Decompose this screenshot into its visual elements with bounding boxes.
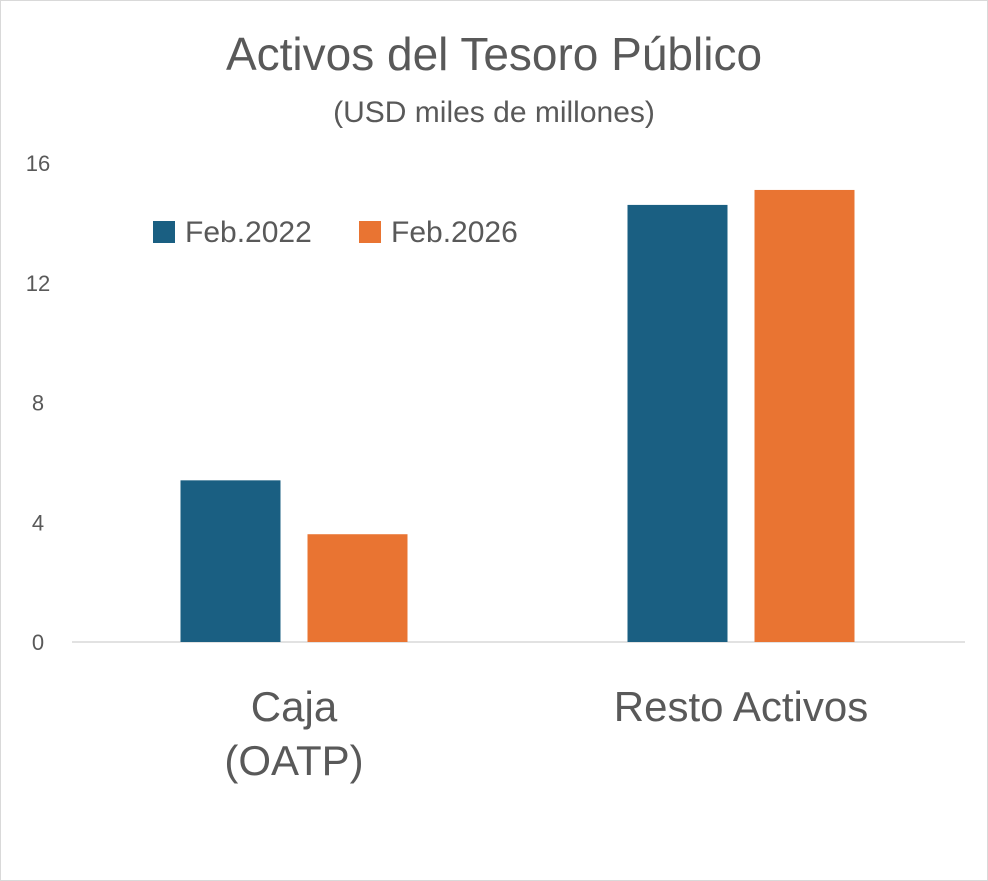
y-tick-label: 16 bbox=[26, 151, 50, 176]
bar-feb-2026-0 bbox=[307, 534, 408, 642]
legend-label: Feb.2026 bbox=[391, 216, 518, 249]
legend: Feb.2022 Feb.2026 bbox=[153, 216, 518, 249]
bar-feb-2022-0 bbox=[180, 480, 281, 642]
chart-subtitle: (USD miles de millones) bbox=[333, 96, 655, 129]
y-tick-label: 0 bbox=[32, 630, 44, 655]
category-label: Resto Activos bbox=[614, 683, 868, 730]
y-tick-label: 8 bbox=[32, 391, 44, 416]
legend-swatch bbox=[153, 221, 175, 243]
legend-swatch bbox=[359, 221, 381, 243]
chart-title: Activos del Tesoro Público bbox=[226, 28, 762, 80]
bar-feb-2026-1 bbox=[754, 189, 855, 642]
y-tick-label: 12 bbox=[26, 271, 50, 296]
y-tick-label: 4 bbox=[32, 510, 44, 535]
category-label: Caja bbox=[251, 683, 338, 730]
category-label: (OATP) bbox=[224, 737, 363, 784]
bars-group bbox=[180, 189, 855, 642]
legend-label: Feb.2022 bbox=[185, 216, 312, 249]
category-labels: Caja (OATP) Resto Activos bbox=[224, 683, 868, 784]
bar-feb-2022-1 bbox=[627, 204, 728, 642]
y-axis-ticks: 0 4 8 12 16 bbox=[26, 151, 50, 655]
